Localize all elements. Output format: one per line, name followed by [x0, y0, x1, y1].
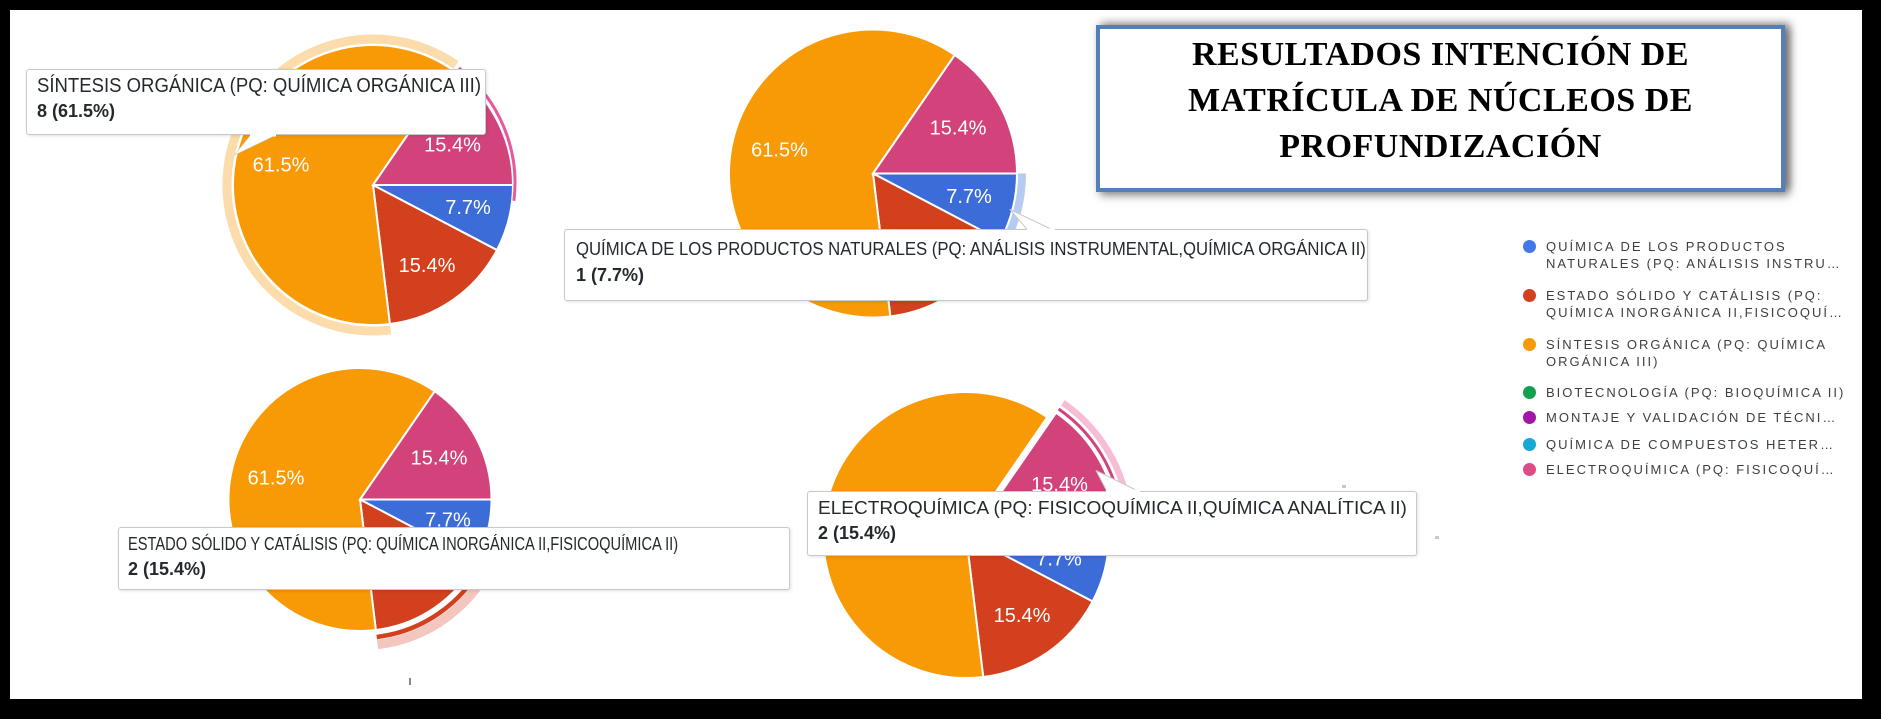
svg-text:15.4%: 15.4%: [424, 135, 481, 157]
svg-text:15.4%: 15.4%: [994, 605, 1051, 627]
svg-text:15.4%: 15.4%: [1031, 474, 1088, 496]
svg-text:61.5%: 61.5%: [751, 140, 808, 162]
svg-text:7.7%: 7.7%: [946, 186, 992, 208]
svg-text:61.5%: 61.5%: [253, 155, 310, 177]
svg-text:7.7%: 7.7%: [425, 510, 471, 532]
svg-text:15.4%: 15.4%: [399, 255, 456, 277]
svg-text:15.4%: 15.4%: [930, 118, 987, 140]
svg-text:61.5%: 61.5%: [248, 468, 305, 490]
svg-text:7.7%: 7.7%: [445, 197, 491, 219]
svg-text:15.4%: 15.4%: [411, 448, 468, 470]
